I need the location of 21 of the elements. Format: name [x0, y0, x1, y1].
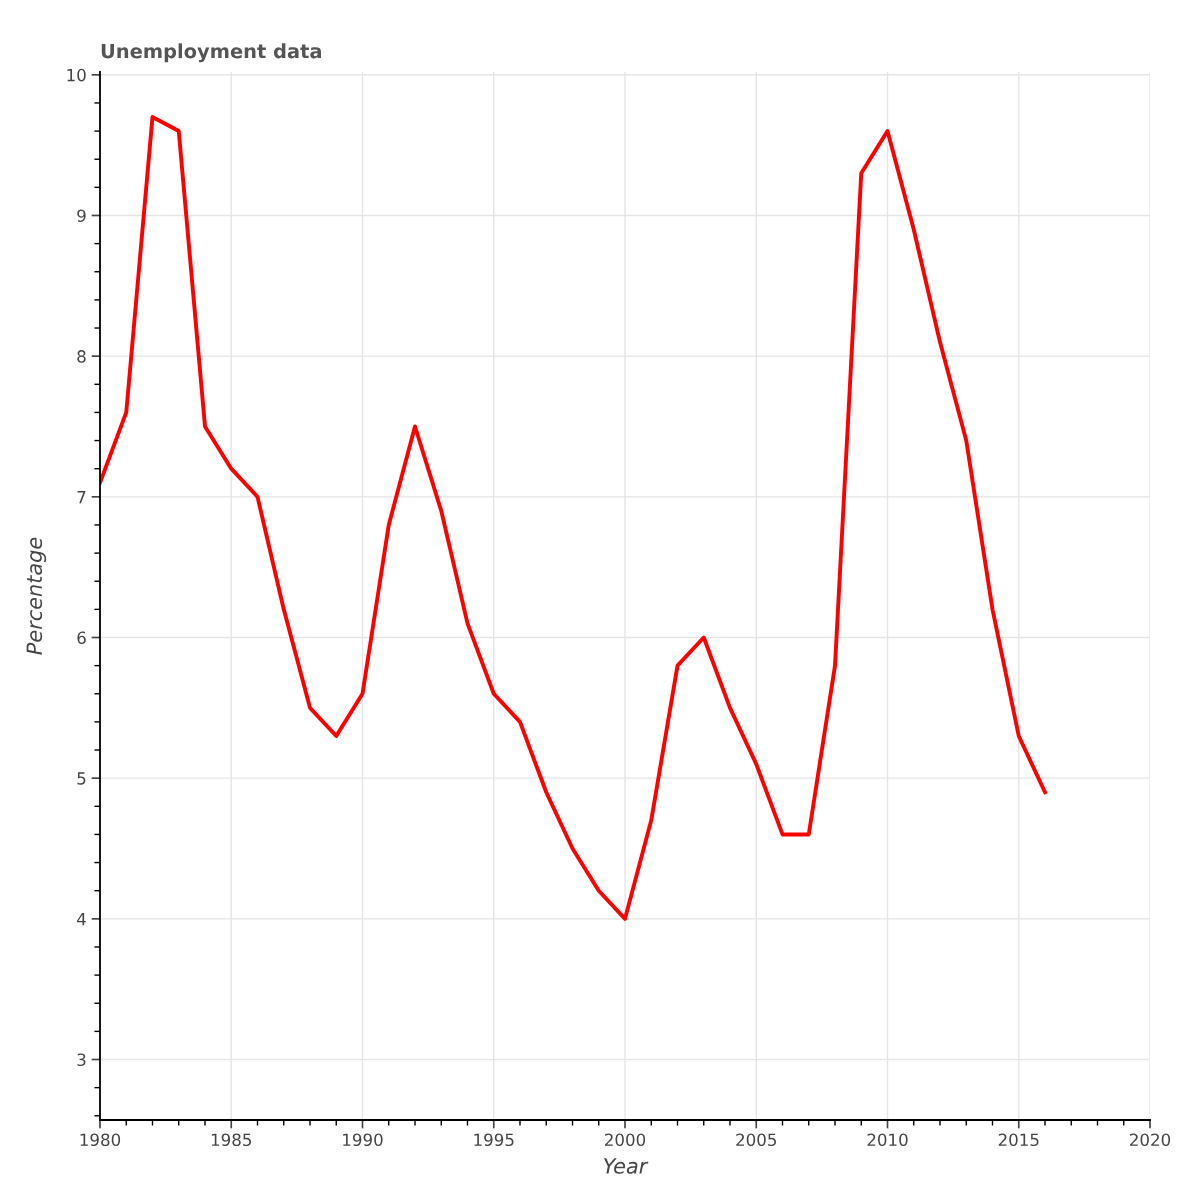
x-tick-label: 2010 — [867, 1133, 908, 1147]
x-tick-label: 2015 — [998, 1133, 1039, 1147]
x-tick-label: 1985 — [211, 1133, 251, 1147]
line-series — [100, 115, 1047, 921]
x-tick-label: 1995 — [474, 1133, 514, 1147]
y-tick-label: 5 — [77, 772, 86, 785]
y-tick-label: 10 — [67, 68, 86, 82]
x-tick-label: 2005 — [736, 1133, 776, 1147]
y-tick-label: 7 — [77, 491, 86, 504]
x-axis-title: Year — [604, 1158, 649, 1174]
chart-title: Unemployment data — [101, 43, 321, 63]
y-tick-label: 9 — [77, 209, 86, 223]
x-tick-label: 2020 — [1130, 1133, 1171, 1147]
y-tick-label: 3 — [77, 1053, 86, 1067]
x-tick-label: 1980 — [80, 1133, 121, 1147]
y-axis-title: Percentage — [26, 537, 47, 655]
y-tick-label: 8 — [77, 350, 86, 363]
y-tick-label: 4 — [77, 913, 86, 926]
y-tick-label: 6 — [77, 631, 86, 645]
x-tick-label: 1990 — [343, 1133, 383, 1147]
x-tick-label: 2000 — [605, 1133, 646, 1147]
